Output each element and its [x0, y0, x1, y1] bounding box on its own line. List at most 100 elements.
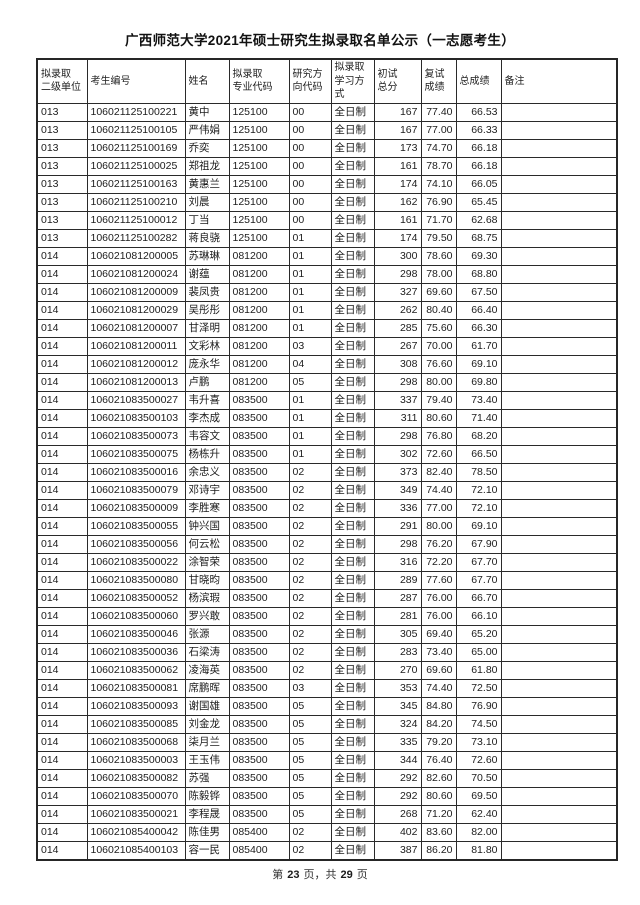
study-mode-cell: 全日制 [330, 336, 375, 356]
major-code-cell: 081200 [228, 282, 290, 302]
unit-cell: 014 [36, 588, 88, 608]
unit-cell: 014 [36, 570, 88, 590]
remark-cell [500, 786, 618, 806]
table-row: 014 106021085400042 陈佳男 085400 02 全日制 402 83.60… [36, 822, 618, 842]
direction-code-cell: 01 [288, 264, 332, 284]
name-cell: 容一民 [184, 840, 230, 860]
initial-score-cell: 281 [373, 606, 422, 626]
remark-cell [500, 696, 618, 716]
remark-cell [500, 606, 618, 626]
initial-score-cell: 300 [373, 246, 422, 266]
unit-cell: 014 [36, 714, 88, 734]
table-row: 014 106021083500079 邓诗宇 083500 02 全日制 349 74.40… [36, 480, 618, 500]
direction-code-cell: 00 [288, 156, 332, 176]
study-mode-cell: 全日制 [330, 444, 375, 464]
total-score-cell: 66.50 [455, 444, 502, 464]
candidate-id-cell: 106021083500070 [86, 786, 186, 806]
major-code-cell: 083500 [228, 570, 290, 590]
major-code-cell: 081200 [228, 246, 290, 266]
study-mode-cell: 全日制 [330, 354, 375, 374]
initial-score-cell: 345 [373, 696, 422, 716]
study-mode-cell: 全日制 [330, 642, 375, 662]
candidate-id-cell: 106021081200012 [86, 354, 186, 374]
remark-cell [500, 498, 618, 518]
candidate-id-cell: 106021125100221 [86, 102, 186, 122]
major-code-cell: 085400 [228, 840, 290, 860]
direction-code-cell: 04 [288, 354, 332, 374]
col-header-name: 姓名 [184, 58, 230, 104]
remark-cell [500, 660, 618, 680]
unit-cell: 013 [36, 174, 88, 194]
direction-code-cell: 00 [288, 174, 332, 194]
retest-score-cell: 80.00 [420, 372, 457, 392]
candidate-id-cell: 106021085400042 [86, 822, 186, 842]
direction-code-cell: 02 [288, 840, 332, 860]
unit-cell: 014 [36, 462, 88, 482]
unit-cell: 014 [36, 606, 88, 626]
remark-cell [500, 714, 618, 734]
initial-score-cell: 344 [373, 750, 422, 770]
direction-code-cell: 05 [288, 372, 332, 392]
unit-cell: 014 [36, 498, 88, 518]
document-title: 广西师范大学2021年硕士研究生拟录取名单公示（一志愿考生） [124, 33, 516, 48]
candidate-id-cell: 106021083500052 [86, 588, 186, 608]
direction-code-cell: 05 [288, 696, 332, 716]
total-score-cell: 67.90 [455, 534, 502, 554]
candidate-id-cell: 106021125100282 [86, 228, 186, 248]
total-score-cell: 61.70 [455, 336, 502, 356]
total-score-cell: 65.20 [455, 624, 502, 644]
initial-score-cell: 289 [373, 570, 422, 590]
candidate-id-cell: 106021083500068 [86, 732, 186, 752]
study-mode-cell: 全日制 [330, 228, 375, 248]
candidate-id-cell: 106021083500081 [86, 678, 186, 698]
unit-cell: 014 [36, 768, 88, 788]
initial-score-cell: 292 [373, 786, 422, 806]
total-score-cell: 81.80 [455, 840, 502, 860]
name-cell: 蒋良骁 [184, 228, 230, 248]
retest-score-cell: 69.60 [420, 282, 457, 302]
retest-score-cell: 73.40 [420, 642, 457, 662]
total-score-cell: 62.40 [455, 804, 502, 824]
study-mode-cell: 全日制 [330, 822, 375, 842]
candidate-id-cell: 106021083500093 [86, 696, 186, 716]
name-cell: 黄中 [184, 102, 230, 122]
remark-cell [500, 264, 618, 284]
unit-cell: 014 [36, 552, 88, 572]
col-header-major-code: 拟录取 专业代码 [228, 58, 290, 104]
remark-cell [500, 174, 618, 194]
total-score-cell: 72.60 [455, 750, 502, 770]
unit-cell: 014 [36, 678, 88, 698]
table-row: 013 106021125100163 黄惠兰 125100 00 全日制 174 74.10… [36, 174, 618, 194]
remark-cell [500, 516, 618, 536]
study-mode-cell: 全日制 [330, 606, 375, 626]
major-code-cell: 083500 [228, 480, 290, 500]
major-code-cell: 083500 [228, 588, 290, 608]
direction-code-cell: 02 [288, 822, 332, 842]
remark-cell [500, 318, 618, 338]
table-row: 014 106021083500060 罗兴敢 083500 02 全日制 281 76.00… [36, 606, 618, 626]
study-mode-cell: 全日制 [330, 534, 375, 554]
remark-cell [500, 642, 618, 662]
retest-score-cell: 76.40 [420, 750, 457, 770]
total-score-cell: 67.70 [455, 570, 502, 590]
total-score-cell: 66.70 [455, 588, 502, 608]
col-header-remark: 备注 [500, 58, 618, 104]
retest-score-cell: 71.70 [420, 210, 457, 230]
unit-cell: 013 [36, 156, 88, 176]
name-cell: 凌海英 [184, 660, 230, 680]
retest-score-cell: 80.00 [420, 516, 457, 536]
initial-score-cell: 161 [373, 156, 422, 176]
initial-score-cell: 316 [373, 552, 422, 572]
study-mode-cell: 全日制 [330, 660, 375, 680]
candidate-id-cell: 106021083500082 [86, 768, 186, 788]
major-code-cell: 083500 [228, 606, 290, 626]
name-cell: 裴凤贵 [184, 282, 230, 302]
table-row: 014 106021083500082 苏强 083500 05 全日制 292 82.60 7… [36, 768, 618, 788]
direction-code-cell: 00 [288, 192, 332, 212]
footer-text-before: 第 [272, 868, 284, 881]
study-mode-cell: 全日制 [330, 300, 375, 320]
candidate-id-cell: 106021083500009 [86, 498, 186, 518]
study-mode-cell: 全日制 [330, 552, 375, 572]
major-code-cell: 125100 [228, 174, 290, 194]
study-mode-cell: 全日制 [330, 390, 375, 410]
